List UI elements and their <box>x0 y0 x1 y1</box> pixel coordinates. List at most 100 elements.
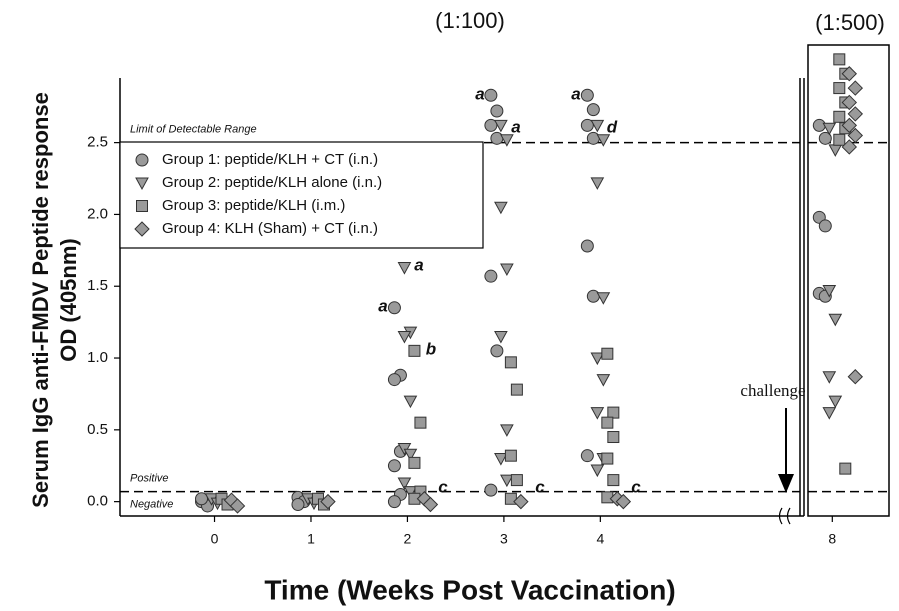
point <box>504 356 517 369</box>
point <box>408 344 421 357</box>
point <box>408 456 421 469</box>
point <box>822 285 837 298</box>
reference-label: Limit of Detectable Range <box>130 124 257 136</box>
y-axis-label: Serum IgG anti-FMDV Peptide response <box>28 92 53 508</box>
point <box>839 462 852 475</box>
legend-box <box>119 141 484 249</box>
point <box>607 431 620 444</box>
point <box>833 133 846 146</box>
point <box>403 448 418 462</box>
point <box>847 80 864 96</box>
reference-label: Negative <box>130 498 173 510</box>
point <box>510 383 523 396</box>
annotation: c <box>535 477 545 496</box>
x-tick-label: 2 <box>404 531 412 547</box>
annotation: d <box>607 117 618 136</box>
point <box>812 118 826 132</box>
point <box>403 395 418 409</box>
point <box>590 119 605 133</box>
point <box>590 407 605 420</box>
point <box>822 122 837 136</box>
point <box>596 374 611 387</box>
point <box>195 492 209 506</box>
legend-marker <box>135 177 149 191</box>
x-tick-label: 4 <box>596 531 604 547</box>
point <box>387 373 401 387</box>
point <box>596 134 611 147</box>
point <box>490 131 504 145</box>
challenge-label: challenge <box>740 381 805 400</box>
point <box>822 407 837 420</box>
legend-marker <box>134 221 150 237</box>
x-tick-label: 8 <box>828 531 836 547</box>
point <box>494 201 508 215</box>
annotation: c <box>438 477 448 496</box>
y-tick-label: 0.0 <box>87 493 108 510</box>
point <box>828 313 843 327</box>
point <box>387 301 401 315</box>
annotation: a <box>571 84 580 103</box>
y-tick-label: 1.0 <box>87 349 108 366</box>
point <box>833 110 846 123</box>
point <box>291 498 305 512</box>
point <box>500 424 514 437</box>
y-tick-label: 2.0 <box>87 205 108 222</box>
point <box>484 269 498 283</box>
panel-subtitle: (1:500) <box>815 10 885 35</box>
legend-label: Group 2: peptide/KLH alone (i.n.) <box>162 174 382 191</box>
point <box>484 483 498 497</box>
point <box>607 474 620 487</box>
point <box>504 449 517 462</box>
annotation: b <box>426 339 436 358</box>
x-axis-label: Time (Weeks Post Vaccination) <box>264 574 675 605</box>
point <box>841 94 858 111</box>
point <box>510 474 523 487</box>
panel-subtitle: (1:100) <box>435 8 505 33</box>
legend-label: Group 4: KLH (Sham) + CT (i.n.) <box>162 220 378 237</box>
point <box>414 416 427 429</box>
point <box>422 496 439 513</box>
x-tick-label: 3 <box>500 531 508 547</box>
point <box>841 66 858 82</box>
annotation: a <box>414 255 423 274</box>
point <box>490 104 504 118</box>
legend-label: Group 1: peptide/KLH + CT (i.n.) <box>162 151 378 168</box>
point <box>586 103 600 117</box>
point <box>607 406 620 419</box>
x-tick-label: 0 <box>211 531 219 547</box>
point <box>586 131 600 145</box>
point <box>580 239 594 253</box>
axis-break <box>778 507 791 525</box>
point <box>601 416 614 429</box>
point <box>580 88 594 102</box>
y-tick-label: 1.5 <box>87 277 108 294</box>
annotation: a <box>475 84 484 103</box>
legend-label: Group 3: peptide/KLH (i.m.) <box>162 197 345 214</box>
point <box>590 177 605 190</box>
panel-frame <box>807 44 890 517</box>
point <box>494 453 508 466</box>
point <box>494 119 508 133</box>
point <box>229 498 246 514</box>
point <box>822 371 837 384</box>
annotation: a <box>511 117 520 136</box>
annotation: a <box>378 296 387 315</box>
point <box>500 134 514 147</box>
reference-label: Positive <box>130 472 169 484</box>
point <box>320 493 336 510</box>
point <box>818 131 832 145</box>
point <box>484 118 498 132</box>
point <box>500 263 514 277</box>
point <box>590 464 605 478</box>
point <box>596 292 611 305</box>
point <box>580 118 594 132</box>
point <box>601 347 614 360</box>
point <box>387 459 401 473</box>
x-tick-label: 1 <box>307 531 315 547</box>
point <box>484 88 498 102</box>
y-axis-label: OD (405nm) <box>56 238 81 361</box>
point <box>833 82 846 95</box>
point <box>590 352 605 366</box>
point <box>397 477 412 491</box>
